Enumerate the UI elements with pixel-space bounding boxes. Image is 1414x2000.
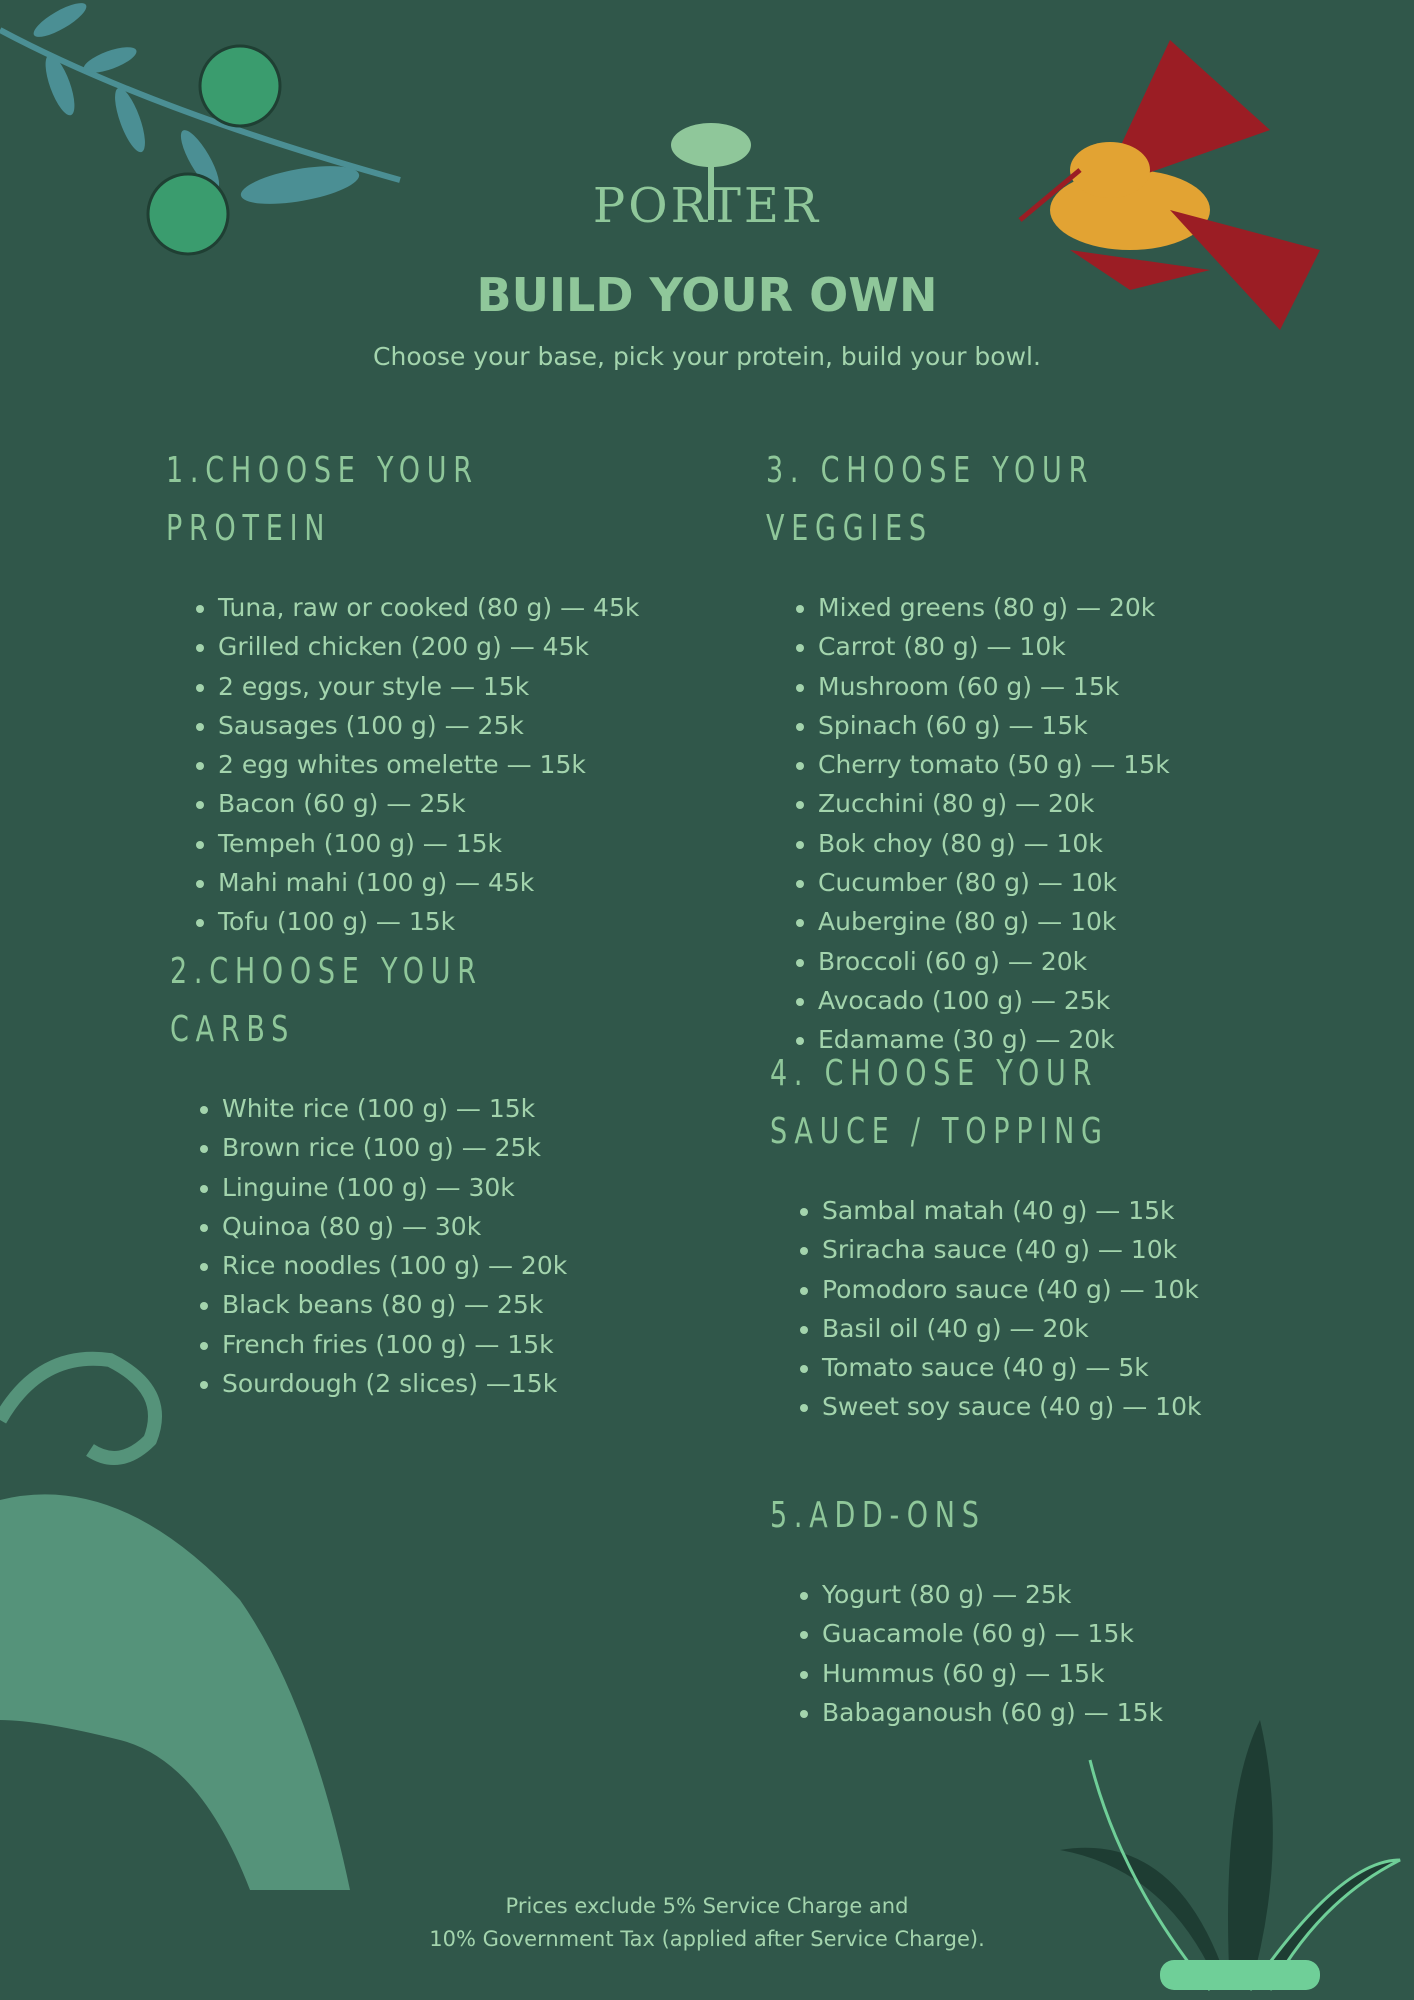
menu-item: Mushroom (60 g) — 15k [818,667,1296,706]
menu-item: Grilled chicken (200 g) — 45k [218,627,696,666]
item-list: Sambal matah (40 g) — 15kSriracha sauce … [770,1191,1300,1427]
menu-item: Linguine (100 g) — 30k [222,1168,700,1207]
menu-item: Tomato sauce (40 g) — 5k [822,1348,1300,1387]
menu-item: 2 eggs, your style — 15k [218,667,696,706]
menu-item: 2 egg whites omelette — 15k [218,745,696,784]
menu-item: Edamame (30 g) — 20k [818,1020,1296,1059]
menu-section: 5.ADD-ONS Yogurt (80 g) — 25kGuacamole (6… [770,1487,1300,1732]
menu-section: 4. CHOOSE YOUR SAUCE / TOPPING Sambal mat… [770,1045,1300,1427]
item-list: White rice (100 g) — 15kBrown rice (100 … [170,1089,700,1403]
footer-line: 10% Government Tax (applied after Servic… [429,1927,985,1951]
menu-item: Yogurt (80 g) — 25k [822,1575,1300,1614]
menu-item: Spinach (60 g) — 15k [818,706,1296,745]
menu-item: Zucchini (80 g) — 20k [818,784,1296,823]
menu-item: Broccoli (60 g) — 20k [818,942,1296,981]
subtitle: Choose your base, pick your protein, bui… [373,342,1041,371]
menu-item: Bok choy (80 g) — 10k [818,824,1296,863]
menu-item: Avocado (100 g) — 25k [818,981,1296,1020]
menu-item: Tuna, raw or cooked (80 g) — 45k [218,588,696,627]
section-heading: 3. CHOOSE YOUR VEGGIES [766,450,1095,549]
logo: PORTER [592,178,822,234]
menu-item: Sausages (100 g) — 25k [218,706,696,745]
menu-section: 3. CHOOSE YOUR VEGGIES Mixed greens (80 g… [766,442,1296,1060]
section-heading: 1.CHOOSE YOUR PROTEIN [166,450,479,549]
footer-line: Prices exclude 5% Service Charge and [505,1894,909,1918]
menu-item: Tempeh (100 g) — 15k [218,824,696,863]
menu-item: Sourdough (2 slices) —15k [222,1364,700,1403]
menu-item: White rice (100 g) — 15k [222,1089,700,1128]
menu-section: 1.CHOOSE YOUR PROTEIN Tuna, raw or cooked… [166,442,696,942]
menu-item: Bacon (60 g) — 25k [218,784,696,823]
menu-item: French fries (100 g) — 15k [222,1325,700,1364]
item-list: Yogurt (80 g) — 25kGuacamole (60 g) — 15… [770,1575,1300,1732]
menu-item: Basil oil (40 g) — 20k [822,1309,1300,1348]
footer: Prices exclude 5% Service Charge and 10%… [0,1890,1414,1956]
section-heading: 2.CHOOSE YOUR CARBS [170,951,483,1050]
menu-item: Aubergine (80 g) — 10k [818,902,1296,941]
menu-item: Rice noodles (100 g) — 20k [222,1246,700,1285]
menu-item: Hummus (60 g) — 15k [822,1654,1300,1693]
menu-item: Carrot (80 g) — 10k [818,627,1296,666]
menu-item: Tofu (100 g) — 15k [218,902,696,941]
menu-item: Quinoa (80 g) — 30k [222,1207,700,1246]
menu-item: Mixed greens (80 g) — 20k [818,588,1296,627]
item-list: Mixed greens (80 g) — 20kCarrot (80 g) —… [766,588,1296,1060]
menu-item: Mahi mahi (100 g) — 45k [218,863,696,902]
menu-item: Black beans (80 g) — 25k [222,1285,700,1324]
menu-item: Sweet soy sauce (40 g) — 10k [822,1387,1300,1426]
menu-item: Brown rice (100 g) — 25k [222,1128,700,1167]
menu-section: 2.CHOOSE YOUR CARBS White rice (100 g) — … [170,943,700,1403]
menu-item: Pomodoro sauce (40 g) — 10k [822,1270,1300,1309]
menu-item: Sambal matah (40 g) — 15k [822,1191,1300,1230]
menu-item: Sriracha sauce (40 g) — 10k [822,1230,1300,1269]
menu-item: Cherry tomato (50 g) — 15k [818,745,1296,784]
title: BUILD YOUR OWN [476,268,938,322]
section-heading: 4. CHOOSE YOUR SAUCE / TOPPING [770,1053,1109,1152]
menu-item: Cucumber (80 g) — 10k [818,863,1296,902]
menu-item: Guacamole (60 g) — 15k [822,1614,1300,1653]
item-list: Tuna, raw or cooked (80 g) — 45kGrilled … [166,588,696,942]
menu-item: Babaganoush (60 g) — 15k [822,1693,1300,1732]
section-heading: 5.ADD-ONS [770,1495,986,1536]
